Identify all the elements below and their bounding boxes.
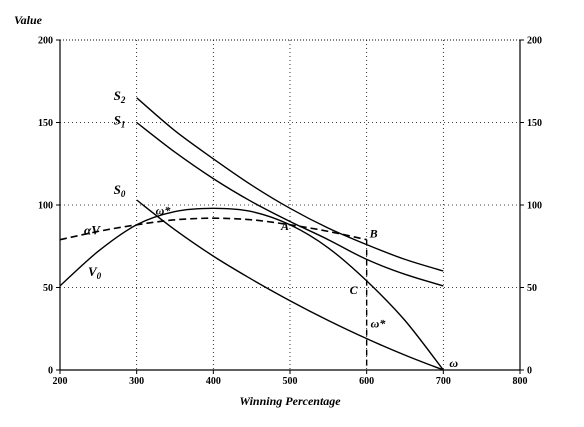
annotation-label: ω*	[371, 317, 387, 331]
series-line-s0	[136, 199, 444, 371]
grid	[60, 40, 520, 370]
y-tick-label-left: 100	[38, 201, 53, 212]
x-axis-title: Winning Percentage	[239, 394, 341, 408]
annotation-label: ω*	[156, 204, 172, 218]
y-tick-label-right: 150	[527, 118, 542, 129]
series-line-v0	[59, 207, 444, 371]
annotation-label: A	[280, 219, 289, 233]
x-tick-label: 500	[283, 376, 298, 387]
series-label-v0: V0	[88, 264, 102, 281]
x-tick-label: 300	[129, 376, 144, 387]
annotation-label: B	[369, 227, 378, 241]
y-tick-label-right: 0	[527, 366, 532, 377]
y-tick-label-right: 50	[527, 283, 537, 294]
x-tick-label: 700	[436, 376, 451, 387]
series-layer	[59, 97, 444, 371]
series-label-s0: S0	[114, 182, 126, 199]
y-tick-label-right: 100	[527, 201, 542, 212]
y-axis-title: Value	[14, 13, 43, 27]
annotation-label: ω	[449, 356, 458, 370]
series-line-av	[59, 217, 367, 241]
annotation-label: C	[350, 283, 359, 297]
series-line-s2	[136, 97, 444, 272]
series-label-s2: S2	[114, 88, 126, 105]
series-label-s1: S1	[114, 113, 126, 130]
y-tick-label-right: 200	[527, 36, 542, 47]
y-tick-label-left: 0	[48, 366, 53, 377]
x-tick-label: 600	[359, 376, 374, 387]
x-tick-label: 200	[53, 376, 68, 387]
x-tick-label: 400	[206, 376, 221, 387]
series-label-av: αV	[84, 223, 101, 238]
labels-layer: S2 S1 S0 V0 αV A B Cω* ω* ω	[84, 88, 458, 370]
y-tick-label-left: 150	[38, 118, 53, 129]
y-tick-label-left: 200	[38, 36, 53, 47]
x-tick-label: 800	[513, 376, 528, 387]
series-line-s1	[136, 121, 444, 287]
y-tick-label-left: 50	[43, 283, 53, 294]
